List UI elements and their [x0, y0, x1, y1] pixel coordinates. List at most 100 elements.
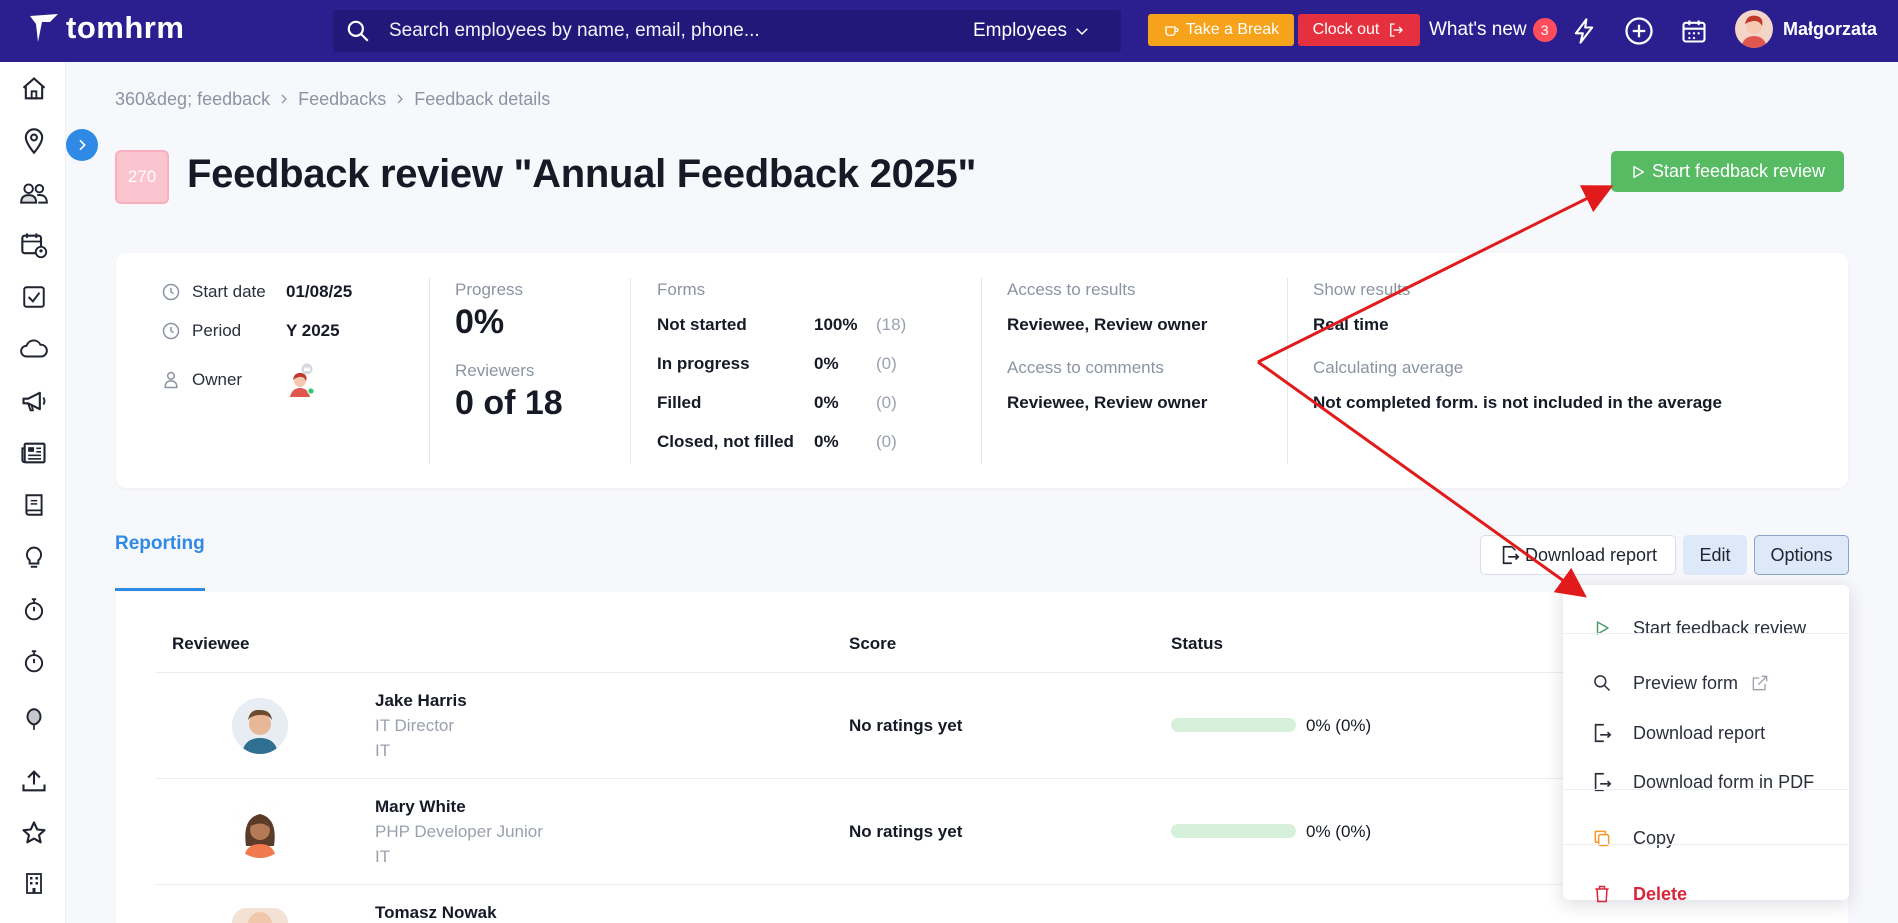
sidebar-item-knowledge[interactable]	[19, 490, 49, 520]
start-date-label: Start date	[192, 282, 266, 301]
chevron-right-icon	[79, 139, 86, 151]
calculating-average-label: Calculating average	[1313, 358, 1464, 377]
start-date-row: Start date 01/08/25	[160, 281, 352, 303]
forms-row-in-progress: In progress 0% (0)	[657, 354, 897, 374]
sidebar-item-feedback[interactable]	[19, 704, 49, 734]
owner-label: Owner	[192, 370, 243, 389]
sidebar-item-news[interactable]	[19, 438, 49, 468]
users-icon	[20, 183, 48, 204]
sidebar-item-home[interactable]	[19, 74, 49, 104]
sidebar-item-cloud[interactable]	[19, 334, 49, 364]
add-button[interactable]	[1622, 14, 1656, 48]
edit-button[interactable]: Edit	[1683, 535, 1747, 575]
sidebar-item-tasks[interactable]	[19, 282, 49, 312]
forms-row-filled: Filled 0% (0)	[657, 393, 897, 413]
sidebar-item-attendance[interactable]	[19, 230, 49, 260]
sidebar-item-upload[interactable]	[19, 766, 49, 796]
play-icon	[1596, 621, 1609, 635]
reviewee-name[interactable]: Mary White	[375, 797, 466, 816]
row-divider	[155, 672, 1805, 673]
form-status-name: Filled	[657, 393, 702, 412]
cloud-icon	[20, 339, 48, 358]
options-button[interactable]: Options	[1754, 535, 1849, 575]
whats-new-link[interactable]: What's new 3	[1429, 18, 1557, 42]
form-status-name: Closed, not filled	[657, 432, 794, 451]
tab-reporting[interactable]: Reporting	[115, 533, 205, 554]
take-break-button[interactable]: Take a Break	[1148, 14, 1294, 46]
menu-item-download-form-pdf[interactable]: Download form in PDF	[1563, 760, 1849, 804]
clock-icon	[162, 283, 180, 301]
menu-item-delete[interactable]: Delete	[1563, 872, 1849, 916]
chevron-right-icon	[281, 94, 288, 104]
clock-out-button[interactable]: Clock out	[1298, 14, 1420, 46]
top-bar: tomhrm Employees Take a Break Clock out …	[0, 0, 1898, 62]
menu-item-label: Preview form	[1633, 672, 1739, 693]
download-report-button[interactable]: Download report	[1480, 535, 1676, 575]
sidebar-item-timer[interactable]	[19, 594, 49, 624]
form-status-name: In progress	[657, 354, 750, 373]
search-input[interactable]	[389, 20, 973, 42]
options-dropdown-menu: Start feedback review Preview form Downl…	[1563, 585, 1849, 904]
menu-item-label: Delete	[1633, 883, 1688, 904]
menu-separator	[1563, 844, 1849, 845]
user-menu[interactable]: Małgorzata	[1735, 10, 1877, 48]
user-avatar	[1735, 10, 1773, 48]
trash-icon	[1595, 885, 1609, 903]
form-status-count: (0)	[876, 354, 897, 373]
menu-separator	[1563, 789, 1849, 790]
reviewee-name[interactable]: Tomasz Nowak	[375, 903, 497, 922]
avatar	[232, 908, 288, 923]
menu-item-preview-form[interactable]: Preview form	[1563, 661, 1849, 705]
sidebar-item-favorites[interactable]	[19, 818, 49, 848]
access-comments-value: Reviewee, Review owner	[1007, 393, 1208, 412]
lightning-button[interactable]	[1567, 14, 1601, 48]
sidebar-item-company[interactable]	[19, 868, 49, 898]
megaphone-icon	[22, 391, 46, 412]
search-icon	[1594, 675, 1611, 692]
column-header-status: Status	[1171, 634, 1223, 653]
forms-row-closed-not-filled: Closed, not filled 0% (0)	[657, 432, 897, 452]
sidebar-item-timesheet[interactable]	[19, 646, 49, 676]
building-icon	[26, 873, 42, 894]
access-comments-label: Access to comments	[1007, 358, 1164, 377]
form-status-name: Not started	[657, 315, 747, 334]
reviewee-department: IT	[375, 847, 391, 866]
form-status-pct: 0%	[814, 354, 839, 373]
sidebar-item-employees[interactable]	[19, 178, 49, 208]
forms-label: Forms	[657, 280, 706, 299]
form-status-pct: 0%	[814, 432, 839, 451]
period-value: Y 2025	[286, 321, 340, 340]
row-divider	[155, 778, 1805, 779]
menu-item-label: Start feedback review	[1633, 617, 1807, 638]
book-icon	[25, 494, 43, 516]
lightbulb-icon	[25, 546, 43, 568]
user-tie-icon	[164, 371, 178, 389]
menu-item-copy[interactable]: Copy	[1563, 816, 1849, 860]
search-scope-label: Employees	[973, 20, 1067, 41]
start-feedback-review-label: Start feedback review	[1651, 161, 1826, 181]
menu-item-download-report[interactable]: Download report	[1563, 711, 1849, 755]
start-date-value: 01/08/25	[286, 282, 353, 301]
menu-item-start-feedback-review[interactable]: Start feedback review	[1563, 606, 1849, 650]
sidebar-item-locations[interactable]	[19, 126, 49, 156]
logo-text: tomhrm	[66, 10, 185, 45]
breadcrumb-item-feedbacks[interactable]: Feedbacks	[298, 89, 387, 109]
reviewee-name[interactable]: Jake Harris	[375, 691, 467, 710]
breadcrumb-item-360-feedback[interactable]: 360&deg; feedback	[115, 89, 271, 109]
breadcrumb: 360&deg; feedback Feedbacks Feedback det…	[115, 89, 550, 110]
logout-icon	[1390, 23, 1404, 37]
search-scope-select[interactable]: Employees	[973, 20, 1091, 42]
export-icon	[1594, 723, 1612, 743]
calendar-button[interactable]	[1677, 14, 1711, 48]
start-feedback-review-button[interactable]: Start feedback review	[1611, 151, 1844, 192]
sidebar-expand-button[interactable]	[66, 129, 98, 161]
active-tab-indicator	[115, 588, 205, 591]
column-divider	[630, 278, 631, 464]
sidebar-item-announcements[interactable]	[19, 386, 49, 416]
breadcrumb-separator	[278, 89, 290, 110]
sidebar-item-ideas[interactable]	[19, 542, 49, 572]
reviewees-table	[116, 592, 1848, 923]
copy-icon	[1594, 830, 1610, 847]
logo[interactable]: tomhrm	[28, 10, 184, 46]
owner-avatar[interactable]	[286, 363, 316, 397]
